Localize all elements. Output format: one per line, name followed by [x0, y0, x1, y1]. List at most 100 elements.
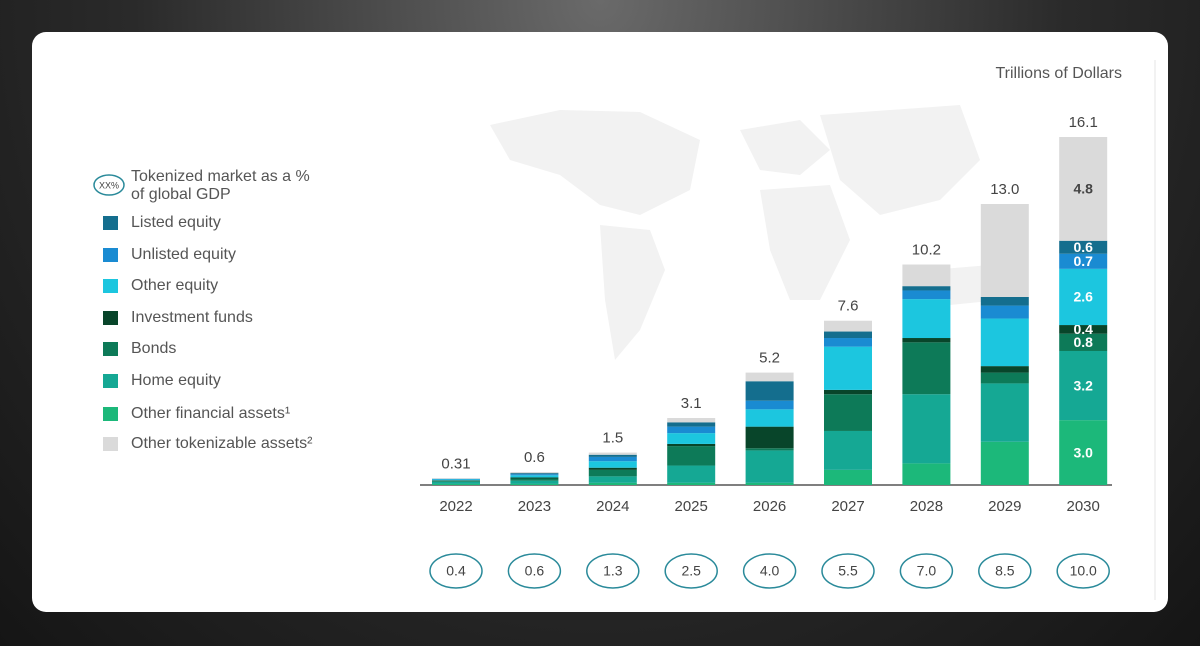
bar-segment [1059, 268, 1108, 326]
gdp-oval [664, 553, 718, 589]
bar-segment [588, 454, 637, 457]
bar-segment [667, 417, 716, 423]
bar-segment [588, 476, 637, 483]
legend-label: Listed equity [131, 214, 221, 231]
bar-segment [980, 441, 1029, 485]
legend-swatch [103, 407, 118, 421]
gdp-label: 10.0 [1070, 563, 1097, 579]
segment-label: 0.7 [1073, 253, 1093, 269]
bar-segment [667, 422, 716, 427]
bar-segment [824, 430, 872, 470]
x-tick-label: 2026 [753, 498, 786, 515]
bar-segment [902, 290, 951, 300]
gdp-legend-text: Tokenized market as a % [131, 168, 310, 185]
segment-label: 3.0 [1073, 444, 1093, 460]
total-label: 16.1 [1069, 114, 1098, 131]
legend-swatch [103, 311, 118, 325]
bar-segment [588, 456, 637, 462]
bar-segment [667, 465, 716, 483]
bar-segment [824, 320, 872, 332]
bar-segment [902, 286, 951, 291]
legend-label: Bonds [131, 340, 176, 357]
bar-segment [510, 480, 559, 484]
gdp-oval [978, 553, 1032, 589]
segment-label: 3.2 [1073, 377, 1093, 393]
segment-label: 0.8 [1073, 334, 1093, 350]
bar-segment [980, 305, 1029, 319]
legend-label: Unlisted equity [131, 246, 236, 263]
bar-segment [1059, 325, 1108, 334]
bar-segment [980, 318, 1029, 367]
legend-swatch [103, 342, 118, 356]
gdp-oval [899, 553, 954, 589]
x-tick-label: 2030 [1067, 498, 1100, 515]
card: Trillions of Dollars XX% Tokenized marke… [32, 32, 1168, 612]
x-tick-label: 2022 [439, 498, 472, 515]
bar-segment [824, 469, 872, 485]
gdp-label: 0.6 [525, 563, 545, 579]
bar-segment [745, 448, 794, 451]
bar-segment [588, 461, 637, 468]
bar-segment [745, 426, 794, 449]
bar-segment [510, 474, 559, 476]
gdp-label: 0.4 [446, 563, 466, 579]
bar-segment [980, 383, 1029, 442]
bar-segment [745, 450, 794, 483]
bar-segment [432, 481, 480, 484]
bar-segment [902, 463, 951, 485]
bar-segment [1059, 350, 1108, 421]
gdp-oval [586, 553, 640, 589]
segment-label: 2.6 [1073, 289, 1093, 305]
legend-label: Other financial assets¹ [131, 405, 290, 422]
world-map [490, 105, 1000, 360]
x-tick-label: 2023 [518, 498, 551, 515]
legend-swatch [103, 374, 118, 388]
chart: Trillions of Dollars XX% Tokenized marke… [93, 60, 1156, 600]
bar-segment [588, 469, 637, 477]
bar-segment [745, 381, 794, 401]
total-label: 13.0 [990, 181, 1019, 198]
bar-segment [510, 472, 559, 474]
bar-segment [510, 475, 559, 478]
bar-segment [510, 473, 559, 475]
bar-segment [980, 366, 1029, 373]
x-tick-label: 2025 [675, 498, 708, 515]
bar-segment [1059, 420, 1108, 485]
total-label: 5.2 [759, 350, 780, 367]
bar-segment [1059, 137, 1108, 241]
segment-label: 4.8 [1073, 181, 1093, 197]
bar-segment [902, 394, 951, 464]
bar-segment [1059, 240, 1108, 254]
total-label: 10.2 [912, 241, 941, 258]
total-label: 1.5 [602, 430, 623, 447]
bar-segment [824, 346, 872, 390]
total-label: 7.6 [838, 298, 859, 315]
total-label: 0.31 [441, 455, 470, 472]
gdp-oval [429, 553, 483, 589]
legend-swatch [103, 216, 118, 230]
bar-segment [588, 452, 637, 455]
bar-segment [1059, 253, 1108, 269]
gdp-legend-text: of global GDP [131, 186, 231, 203]
bar-segment [745, 400, 794, 410]
gdp-label: 4.0 [760, 563, 780, 579]
bar-segment [980, 204, 1029, 297]
bar-segment [745, 372, 794, 382]
legend-label: Other tokenizable assets² [131, 435, 313, 452]
bar-segment [980, 372, 1029, 384]
gdp-legend-icon-text: XX% [99, 180, 119, 190]
gdp-label: 8.5 [995, 563, 1015, 579]
bar-segment [902, 342, 951, 395]
segment-label: 0.4 [1073, 321, 1093, 337]
bar-segment [980, 296, 1029, 306]
bar-segment [588, 467, 637, 470]
gdp-oval [1056, 553, 1110, 589]
gdp-label: 2.5 [681, 563, 701, 579]
bar-segment [902, 338, 951, 343]
unit-label: Trillions of Dollars [995, 65, 1122, 82]
total-label: 3.1 [681, 395, 702, 412]
bar-segment [824, 394, 872, 431]
bar-segment [902, 299, 951, 339]
legend-swatch [103, 437, 118, 451]
gdp-label: 5.5 [838, 563, 858, 579]
